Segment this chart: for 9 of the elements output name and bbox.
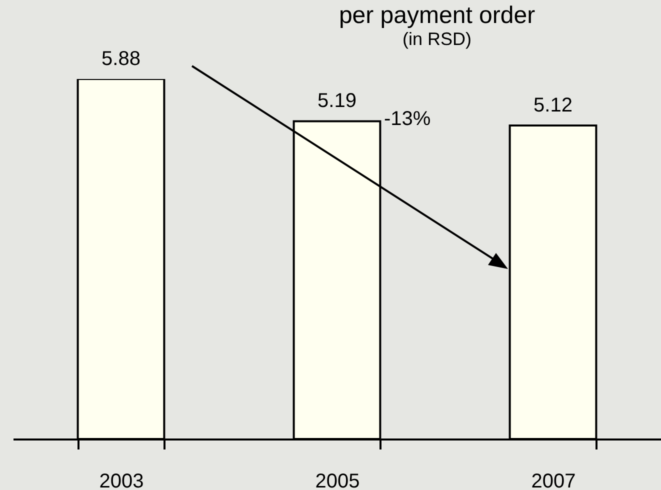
x-tick-label: 2007 bbox=[531, 470, 576, 490]
chart-subtitle: (in RSD) bbox=[402, 29, 472, 49]
chart-title: per payment order bbox=[338, 2, 536, 29]
data-label: 5.12 bbox=[534, 94, 572, 117]
data-label: 5.88 bbox=[102, 48, 140, 70]
x-tick-label: 2005 bbox=[315, 470, 360, 490]
annotation: -13% bbox=[384, 108, 431, 131]
data-label: 5.19 bbox=[318, 90, 356, 112]
x-tick-label: 2003 bbox=[99, 470, 144, 490]
